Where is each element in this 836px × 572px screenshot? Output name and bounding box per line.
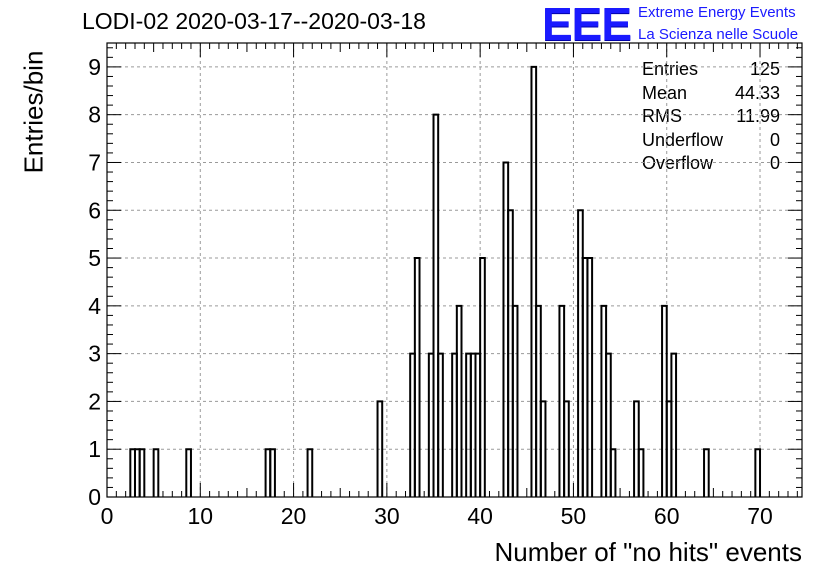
x-tick-label: 0: [101, 503, 114, 529]
stat-label: Underflow: [642, 129, 724, 150]
stat-row-mean: Mean 44.33: [642, 82, 780, 106]
x-tick-label: 40: [467, 503, 493, 529]
histogram-bar: [413, 257, 421, 497]
y-tick-label: 6: [88, 197, 101, 223]
histogram-bar: [479, 257, 486, 497]
histogram-bar: [530, 65, 538, 497]
histogram-bar: [269, 448, 276, 497]
histogram-bar: [637, 448, 645, 497]
y-tick-label: 2: [88, 388, 101, 414]
stat-row-rms: RMS 11.99: [642, 105, 780, 129]
stat-value: 11.99: [736, 106, 780, 126]
histogram-bar: [670, 352, 678, 497]
stat-row-entries: Entries 125: [642, 58, 780, 82]
logo-line-1: Extreme Energy Events: [638, 4, 796, 21]
stat-row-overflow: Overflow 0: [642, 152, 780, 176]
logo-mark: EEE: [542, 0, 632, 50]
y-tick-label: 1: [88, 436, 101, 462]
histogram-bar: [754, 448, 762, 497]
x-tick-label: 20: [281, 503, 307, 529]
histogram-bar: [432, 113, 440, 497]
histogram-bar: [185, 448, 192, 497]
y-tick-label: 4: [88, 293, 101, 319]
y-tick-label: 3: [88, 341, 101, 367]
stats-box: Entries 125 Mean 44.33 RMS 11.99 Underfl…: [642, 58, 780, 176]
histogram-bar: [455, 304, 463, 497]
histogram-bar: [539, 400, 547, 497]
x-tick-label: 60: [654, 503, 680, 529]
stat-row-underflow: Underflow 0: [642, 129, 780, 153]
y-tick-label: 5: [88, 245, 101, 271]
stat-label: Overflow: [642, 153, 714, 173]
x-tick-label: 70: [747, 503, 773, 529]
stat-label: Entries: [642, 59, 699, 79]
chart-title: LODI-02 2020-03-17--2020-03-18: [82, 8, 426, 34]
plot-frame: [106, 42, 803, 498]
histogram-bar: [605, 352, 612, 497]
histogram-bar: [609, 448, 617, 497]
histogram-bar: [306, 448, 314, 497]
histogram-bar: [563, 400, 570, 497]
x-axis-label: Number of "no hits" events: [494, 537, 803, 567]
y-tick-label: 8: [88, 102, 101, 128]
x-tick-label: 30: [374, 503, 400, 529]
y-tick-label: 0: [88, 484, 101, 510]
stat-value: 0: [769, 153, 780, 173]
stat-label: Mean: [642, 82, 688, 103]
stat-value: 0: [769, 129, 780, 150]
stat-value: 44.33: [734, 82, 780, 103]
y-tick-label: 9: [88, 54, 101, 80]
y-tick-label: 7: [88, 149, 101, 175]
x-tick-label: 50: [561, 503, 587, 529]
logo-line-2: La Scienza nelle Scuole: [638, 26, 799, 43]
histogram-bar: [152, 448, 160, 497]
histogram-bar: [138, 448, 146, 497]
histogram-bar: [437, 352, 444, 497]
x-tick-label: 10: [187, 503, 213, 529]
histogram-bar: [703, 448, 710, 497]
histogram-bar: [511, 304, 519, 497]
histogram-bar: [586, 257, 594, 497]
stat-label: RMS: [642, 106, 682, 126]
stat-value: 125: [749, 59, 780, 79]
histogram-bar: [376, 400, 384, 497]
